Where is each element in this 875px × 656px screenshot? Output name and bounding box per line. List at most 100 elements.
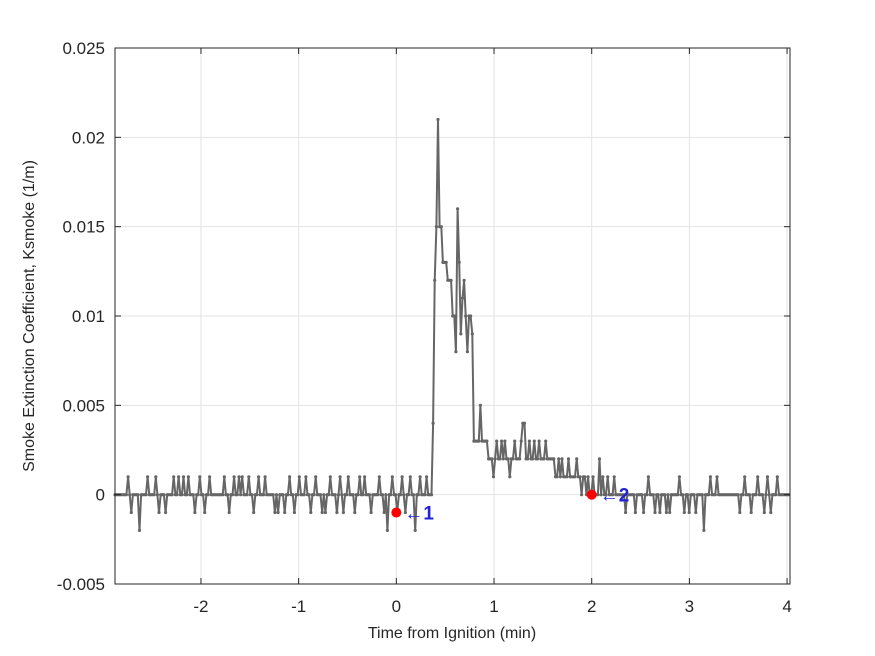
data-point	[692, 493, 696, 497]
data-point	[170, 493, 174, 497]
data-point	[558, 475, 563, 479]
data-point	[155, 493, 159, 497]
data-point	[345, 493, 349, 497]
data-point	[389, 493, 393, 497]
data-point	[322, 493, 326, 497]
data-point	[271, 493, 275, 497]
data-point	[682, 510, 686, 515]
y-tick-label: 0.01	[72, 307, 105, 326]
data-point	[459, 332, 463, 336]
data-point	[431, 421, 435, 425]
data-point	[257, 475, 261, 479]
data-point	[444, 260, 448, 264]
data-point	[765, 475, 770, 479]
data-point	[124, 493, 128, 497]
data-point	[335, 510, 339, 515]
data-point	[429, 493, 434, 497]
data-point	[358, 475, 362, 479]
data-point	[537, 439, 541, 443]
data-point	[681, 493, 685, 497]
data-point	[261, 493, 266, 497]
data-point	[462, 278, 466, 282]
data-point	[557, 457, 561, 461]
data-point	[676, 493, 680, 497]
data-point	[394, 493, 398, 497]
data-point	[469, 314, 473, 318]
data-point	[527, 439, 532, 443]
data-point	[400, 475, 404, 479]
data-point	[398, 493, 403, 497]
data-point	[385, 528, 389, 533]
data-point	[456, 207, 460, 211]
data-point	[333, 493, 337, 497]
data-point	[707, 493, 711, 497]
data-point	[240, 475, 244, 479]
data-point	[336, 493, 341, 497]
data-point	[756, 475, 760, 479]
y-tick-label: -0.005	[57, 575, 105, 594]
data-point	[518, 457, 522, 461]
data-point	[624, 510, 628, 515]
event-marker	[586, 489, 597, 500]
data-point	[307, 493, 311, 497]
data-point	[232, 475, 236, 479]
data-point	[664, 510, 669, 515]
data-point	[606, 475, 610, 479]
data-point	[137, 528, 142, 533]
y-tick-label: 0.005	[62, 396, 105, 415]
data-point	[235, 493, 239, 497]
data-point	[154, 475, 158, 479]
data-point	[490, 457, 494, 461]
data-point	[599, 493, 603, 497]
data-point	[411, 493, 416, 497]
data-point	[743, 475, 747, 479]
data-point	[413, 528, 417, 533]
data-point	[340, 493, 344, 497]
x-axis-label: Time from Ignition (min)	[368, 625, 536, 642]
data-point	[403, 510, 407, 515]
data-point	[314, 475, 318, 479]
data-point	[677, 475, 682, 479]
data-point	[460, 296, 465, 300]
data-point	[304, 475, 308, 479]
data-point	[522, 421, 527, 425]
data-point	[136, 493, 140, 497]
y-tick-label: 0.025	[62, 39, 105, 58]
ticks: -2 -1 0 1 2 3 4 -0.005 0 0.005 0.01 0.015 0.02 0.025	[57, 39, 792, 616]
x-tick-label: -1	[291, 597, 306, 616]
data-point	[663, 493, 667, 497]
data-point	[612, 475, 616, 479]
data-point	[686, 493, 690, 497]
data-point	[477, 439, 481, 443]
data-point	[552, 457, 556, 461]
event-marker	[391, 507, 402, 518]
data-point	[491, 475, 496, 479]
data-point	[206, 493, 210, 497]
data-point	[186, 475, 190, 479]
x-tick-label: 3	[685, 597, 694, 616]
series-layer	[113, 117, 791, 533]
data-point	[180, 493, 184, 497]
data-point	[611, 493, 615, 497]
data-point	[454, 350, 458, 354]
data-point	[666, 493, 670, 497]
data-point	[384, 493, 388, 497]
data-point	[198, 475, 202, 479]
data-point	[754, 493, 758, 497]
data-point	[276, 510, 280, 515]
data-point	[565, 475, 569, 479]
x-tick-label: 4	[782, 597, 791, 616]
data-point	[503, 439, 507, 443]
data-point	[309, 510, 313, 515]
data-point	[312, 493, 316, 497]
data-point	[767, 493, 771, 497]
data-point	[702, 528, 706, 533]
data-point	[423, 493, 427, 497]
data-point	[580, 493, 584, 497]
data-point	[575, 457, 579, 461]
data-point	[535, 457, 540, 461]
data-point	[573, 475, 577, 479]
data-point	[425, 475, 429, 479]
data-point	[601, 475, 605, 479]
